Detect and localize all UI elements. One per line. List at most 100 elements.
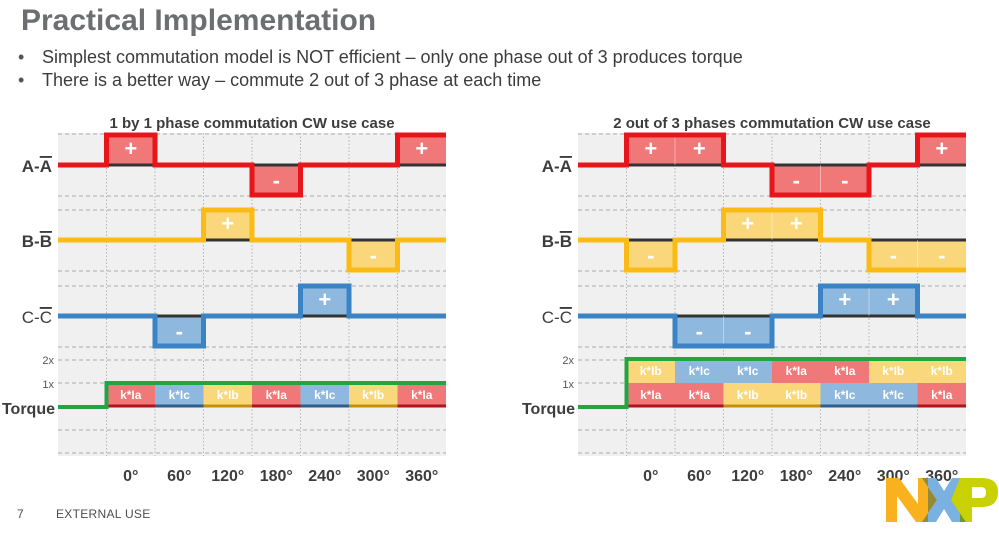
torque-segment-label: k*Ia <box>834 364 856 378</box>
torque-segment <box>772 359 821 383</box>
torque-segment-label: k*Ic <box>737 364 759 378</box>
plus-sign: + <box>887 287 900 312</box>
torque-segment-label: k*Ic <box>883 388 905 402</box>
x-tick-label: 60° <box>687 468 711 485</box>
phase-a-box <box>675 135 724 165</box>
torque-segment <box>820 383 869 407</box>
logo-n-shape <box>886 478 928 522</box>
phase-a-waveform <box>578 132 966 198</box>
bullet-item: • Simplest commutation model is NOT effic… <box>18 46 743 69</box>
torque-segment <box>155 383 204 407</box>
plus-sign: + <box>318 287 331 312</box>
plus-sign: + <box>790 211 803 236</box>
torque-segment-label: k*Ic <box>314 388 336 402</box>
x-tick-label: 120° <box>731 468 764 485</box>
x-tick-label: 0° <box>123 468 138 485</box>
torque-segment <box>252 383 301 407</box>
phase-a-box <box>772 165 821 195</box>
bullet-icon: • <box>18 47 25 67</box>
torque-segment <box>820 359 869 383</box>
minus-sign: - <box>176 319 183 344</box>
torque-segment-label: k*Ib <box>737 388 759 402</box>
phase-a-box <box>820 165 869 195</box>
torque-segment-label: k*Ib <box>785 388 807 402</box>
phase-c-box <box>155 316 204 346</box>
phase-b-box <box>869 240 918 270</box>
phase-b-box <box>723 210 772 240</box>
torque-segment-label: k*Ib <box>882 364 904 378</box>
torque-segment-label: k*Ib <box>640 364 662 378</box>
plus-sign: + <box>693 136 706 161</box>
x-tick-label: 0° <box>643 468 658 485</box>
minus-sign: - <box>370 243 377 268</box>
nxp-logo <box>886 478 998 522</box>
minus-sign: - <box>696 319 703 344</box>
x-tick-label: 240° <box>308 468 341 485</box>
chart-2of3: 2 out of 3 phases commutation CW use cas… <box>522 115 966 485</box>
plus-sign: + <box>124 136 137 161</box>
phase-b-box <box>203 210 252 240</box>
torque-segment-label: k*Ia <box>411 388 433 402</box>
torque-segment <box>772 383 821 407</box>
phase-a-box <box>106 135 155 165</box>
logo-x-shade-left <box>922 478 937 522</box>
torque-segment-label: k*Ia <box>120 388 142 402</box>
slide-title: Practical Implementation <box>21 4 377 37</box>
phase-c-box <box>675 316 724 346</box>
torque-segment <box>675 359 724 383</box>
torque-segment-label: k*Ia <box>640 388 662 402</box>
minus-sign: - <box>890 243 897 268</box>
row-label-a: A-A <box>22 157 52 176</box>
torque-segment-label: k*Ib <box>931 364 953 378</box>
torque-segment <box>723 383 772 407</box>
torque-segment <box>106 383 155 407</box>
torque-segment-label: k*Ic <box>689 364 711 378</box>
x-tick-label: 180° <box>780 468 813 485</box>
minus-sign: - <box>793 168 800 193</box>
plus-sign: + <box>415 136 428 161</box>
chart-1by1: 1 by 1 phase commutation CW use case + - + A… <box>2 115 446 485</box>
torque-segment <box>626 359 675 383</box>
phase-b-box <box>626 240 675 270</box>
classification-label: EXTERNAL USE <box>56 507 151 521</box>
bullet-text: Simplest commutation model is NOT effici… <box>42 47 743 67</box>
row-label-a: A-A <box>542 157 572 176</box>
x-tick-label: 360° <box>405 468 438 485</box>
torque-segment <box>869 383 918 407</box>
bullet-icon: • <box>18 70 25 90</box>
phase-c-box <box>300 286 349 316</box>
x-tick-label: 60° <box>167 468 191 485</box>
torque-level-1x: 1x <box>42 379 54 391</box>
x-tick-label: 300° <box>357 468 390 485</box>
torque-segment-label: k*Ic <box>834 388 856 402</box>
phase-c-box <box>869 286 918 316</box>
torque-segment-label: k*Ia <box>689 388 711 402</box>
torque-waveform <box>578 357 966 409</box>
bullet-list: • Simplest commutation model is NOT effic… <box>18 46 743 92</box>
minus-sign: - <box>841 168 848 193</box>
torque-segment <box>675 383 724 407</box>
minus-sign: - <box>647 243 654 268</box>
plus-sign: + <box>838 287 851 312</box>
torque-segment <box>917 383 966 407</box>
plus-sign: + <box>935 136 948 161</box>
x-tick-label: 300° <box>877 468 910 485</box>
minus-sign: - <box>273 168 280 193</box>
phase-a-box <box>252 165 301 195</box>
torque-segment <box>300 383 349 407</box>
logo-x-shape <box>922 478 966 522</box>
phase-a-box <box>626 135 675 165</box>
phase-a-waveform <box>58 132 446 198</box>
torque-segment-label: k*Ib <box>217 388 239 402</box>
phase-b-box <box>772 210 821 240</box>
phase-c-waveform <box>578 283 966 349</box>
torque-segment-label: k*Ia <box>786 364 808 378</box>
torque-waveform <box>58 381 446 409</box>
chart-title: 2 out of 3 phases commutation CW use cas… <box>613 115 931 132</box>
plus-sign: + <box>221 211 234 236</box>
plus-sign: + <box>741 211 754 236</box>
minus-sign: - <box>938 243 945 268</box>
plus-sign: + <box>644 136 657 161</box>
phase-c-box <box>820 286 869 316</box>
